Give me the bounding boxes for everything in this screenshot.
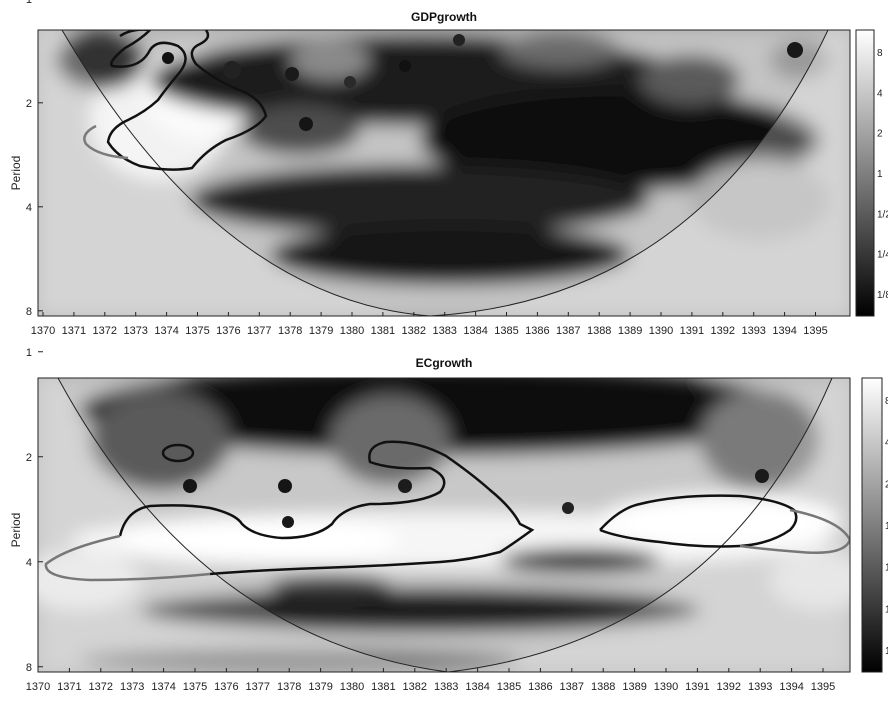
x-tick-label: 1389 — [622, 681, 646, 693]
x-tick-label: 1385 — [497, 681, 521, 693]
x-tick-label: 1382 — [403, 681, 427, 693]
x-tick-label: 1378 — [277, 681, 301, 693]
x-ticks: 1370 1371 1372 1373 1374 1375 1376 1377 1378 1379… — [31, 312, 828, 337]
panel-ecgrowth: ECgrowth — [9, 347, 888, 693]
x-tick-label: 1370 — [31, 325, 55, 337]
colorbar-tick-label: 8 — [885, 396, 888, 407]
x-tick-label: 1373 — [120, 681, 144, 693]
colorbar-tick-label: 1 — [885, 521, 888, 532]
x-tick-label: 1385 — [494, 325, 518, 337]
x-tick-label: 1374 — [151, 681, 175, 693]
x-tick-label: 1391 — [685, 681, 709, 693]
x-tick-label: 1395 — [803, 325, 827, 337]
power-heatmap — [38, 378, 850, 672]
x-tick-label: 1382 — [402, 325, 426, 337]
x-tick-label: 1384 — [465, 681, 489, 693]
y-axis-label: Period — [9, 513, 23, 548]
colorbar-scale — [861, 377, 883, 673]
colorbar-tick-label: 2 — [885, 479, 888, 490]
y-tick-label: 1 — [26, 0, 32, 6]
x-tick-label: 1393 — [748, 681, 772, 693]
x-tick-label: 1389 — [618, 325, 642, 337]
x-tick-label: 1386 — [528, 681, 552, 693]
x-tick-label: 1371 — [62, 325, 86, 337]
plot-frame — [37, 29, 851, 317]
colorbar-tick-label: 1/2 — [877, 209, 888, 220]
y-ticks: 1 2 4 8 — [26, 0, 43, 318]
x-tick-label: 1380 — [340, 681, 364, 693]
x-tick-label: 1379 — [308, 681, 332, 693]
y-axis-label: Period — [9, 156, 23, 191]
x-tick-label: 1391 — [680, 325, 704, 337]
plot-frame — [37, 377, 851, 673]
x-tick-label: 1394 — [772, 325, 796, 337]
x-tick-label: 1381 — [371, 681, 395, 693]
colorbar-tick-label: 1 — [877, 169, 883, 180]
x-tick-label: 1371 — [57, 681, 81, 693]
y-tick-label: 8 — [26, 306, 32, 318]
x-tick-label: 1387 — [556, 325, 580, 337]
colorbar-tick-label: 4 — [885, 438, 888, 449]
x-tick-label: 1392 — [717, 681, 741, 693]
chart-title: ECgrowth — [416, 356, 473, 370]
x-ticks: 1370 1371 1372 1373 1374 1375 1376 1377 1378 1379… — [26, 668, 835, 693]
x-tick-label: 1387 — [560, 681, 584, 693]
x-tick-label: 1377 — [246, 681, 270, 693]
colorbar-ticks: 8 4 2 1 1/2 1/4 1/8 — [885, 396, 888, 657]
x-tick-label: 1381 — [371, 325, 395, 337]
x-tick-label: 1375 — [185, 325, 209, 337]
y-tick-label: 2 — [26, 98, 32, 110]
x-tick-label: 1388 — [587, 325, 611, 337]
colorbar-ticks: 8 4 2 1 1/2 1/4 1/8 — [877, 48, 888, 301]
colorbar: 8 4 2 1 1/2 1/4 1/8 — [855, 29, 888, 317]
x-tick-label: 1384 — [463, 325, 487, 337]
colorbar: 8 4 2 1 1/2 1/4 1/8 — [861, 377, 888, 673]
y-tick-label: 4 — [26, 202, 32, 214]
power-heatmap — [38, 30, 850, 316]
x-tick-label: 1378 — [278, 325, 302, 337]
x-tick-label: 1394 — [779, 681, 803, 693]
x-tick-label: 1374 — [154, 325, 178, 337]
y-tick-label: 1 — [26, 347, 32, 359]
x-tick-label: 1380 — [340, 325, 364, 337]
colorbar-tick-label: 1/8 — [885, 646, 888, 657]
x-tick-label: 1386 — [525, 325, 549, 337]
x-tick-label: 1388 — [591, 681, 615, 693]
x-tick-label: 1392 — [711, 325, 735, 337]
x-tick-label: 1379 — [309, 325, 333, 337]
x-tick-label: 1393 — [741, 325, 765, 337]
x-tick-label: 1390 — [654, 681, 678, 693]
y-tick-label: 2 — [26, 452, 32, 464]
x-tick-label: 1376 — [214, 681, 238, 693]
colorbar-tick-label: 1/4 — [877, 250, 888, 261]
x-tick-label: 1375 — [183, 681, 207, 693]
colorbar-tick-label: 2 — [877, 129, 883, 140]
y-tick-label: 4 — [26, 557, 32, 569]
panel-gdpgrowth: GDPgrowth — [9, 0, 888, 337]
y-ticks: 1 2 4 8 — [26, 347, 43, 674]
x-tick-label: 1383 — [432, 325, 456, 337]
colorbar-tick-label: 1/8 — [877, 290, 888, 301]
x-tick-label: 1383 — [434, 681, 458, 693]
x-tick-label: 1376 — [216, 325, 240, 337]
x-tick-label: 1390 — [649, 325, 673, 337]
x-tick-label: 1395 — [811, 681, 835, 693]
colorbar-tick-label: 8 — [877, 48, 883, 59]
colorbar-tick-label: 4 — [877, 88, 883, 99]
colorbar-scale — [855, 29, 875, 317]
x-tick-label: 1377 — [247, 325, 271, 337]
chart-title: GDPgrowth — [411, 10, 477, 24]
x-tick-label: 1372 — [93, 325, 117, 337]
colorbar-tick-label: 1/2 — [885, 563, 888, 574]
colorbar-tick-label: 1/4 — [885, 604, 888, 615]
x-tick-label: 1370 — [26, 681, 50, 693]
x-tick-label: 1373 — [123, 325, 147, 337]
y-tick-label: 8 — [26, 662, 32, 674]
x-tick-label: 1372 — [89, 681, 113, 693]
